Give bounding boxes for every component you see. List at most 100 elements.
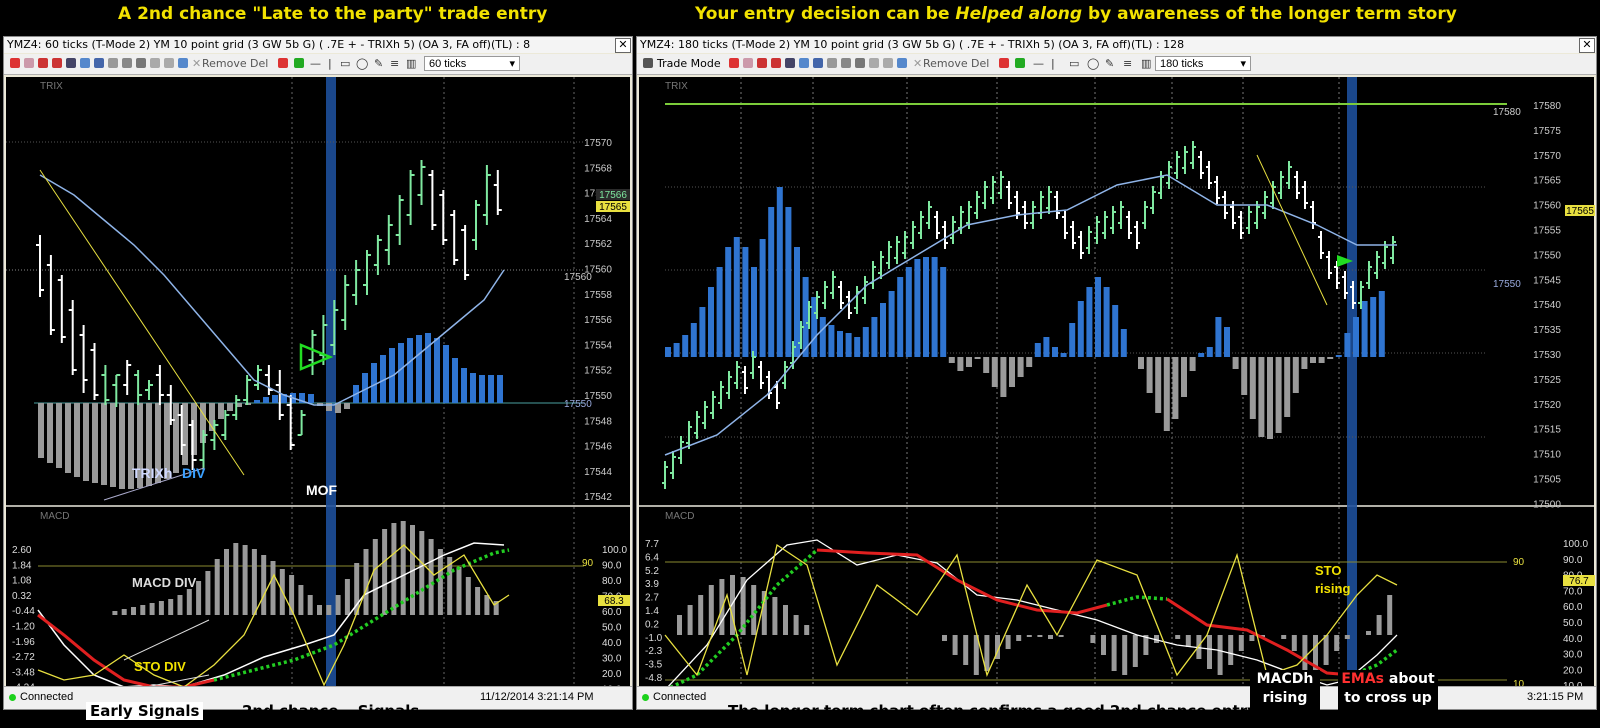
pen-tool-icon[interactable]: ✎ (374, 57, 384, 70)
pin-icon[interactable] (729, 58, 739, 68)
trixh-bar (56, 403, 62, 468)
zoom-in-icon[interactable] (757, 58, 767, 68)
close-icon[interactable]: ✕ (615, 38, 631, 53)
trixh-bar (407, 338, 413, 403)
del-button[interactable]: Del (250, 57, 269, 70)
trixh-bar (146, 403, 152, 486)
trixh-bar (699, 307, 706, 357)
connected-label: Connected (20, 691, 74, 703)
ticks-select[interactable]: 180 ticks ▾ (1155, 56, 1251, 71)
grid-icon[interactable] (841, 58, 851, 68)
left-sto-tick: 80.0 (602, 576, 622, 587)
ticks-select[interactable]: 60 ticks ▾ (424, 56, 520, 71)
macd-hist-bar (783, 605, 788, 635)
rect-tool-icon[interactable]: ▭ (1069, 57, 1080, 70)
print-icon[interactable] (855, 58, 865, 68)
list-icon[interactable] (150, 58, 160, 68)
trade-mode-button[interactable]: Trade Mode (657, 57, 721, 70)
arrow-left-icon[interactable] (278, 58, 288, 68)
text-tool-icon[interactable]: ≡ (1123, 57, 1133, 70)
remove-button[interactable]: Remove (202, 57, 247, 70)
trixh-bar (209, 403, 215, 431)
crosshair-icon[interactable] (813, 58, 823, 68)
arrow-right-icon[interactable] (1015, 58, 1025, 68)
trixh-bar (768, 207, 775, 357)
macd-hist-bar (456, 567, 462, 615)
trixh-bar (897, 277, 904, 357)
table-icon[interactable] (164, 58, 174, 68)
trixh-bar (1353, 317, 1359, 357)
macd-hist-bar (205, 571, 211, 615)
macd-hist-bar (1207, 635, 1212, 669)
bars-icon[interactable] (897, 58, 907, 68)
layout-icon[interactable] (108, 58, 118, 68)
arrow-left-icon[interactable] (999, 58, 1009, 68)
rect-tool-icon[interactable]: ▭ (340, 57, 351, 70)
arrow-right-icon[interactable] (294, 58, 304, 68)
trixh-bar (137, 403, 143, 488)
chart-type-icon[interactable]: ▥ (1141, 57, 1152, 70)
crosshair-icon[interactable] (94, 58, 104, 68)
line-tool-icon[interactable]: — (1033, 57, 1044, 70)
right-chart-window: YMZ4: 180 ticks (T-Mode 2) YM 10 point g… (636, 36, 1597, 710)
macd-hist-bar (270, 561, 276, 615)
left-price-tick: 17546 (584, 442, 612, 453)
trixh-bar (854, 337, 861, 357)
print-icon[interactable] (136, 58, 146, 68)
right-chart-canvas[interactable]: TRIX MACD 17580 17580 17575 17570 17565 17560 17… (637, 75, 1596, 687)
list-icon[interactable] (869, 58, 879, 68)
close-icon[interactable]: ✕ (1579, 38, 1595, 53)
pen-tool-icon[interactable]: ✎ (1105, 57, 1115, 70)
trixh-bar (811, 297, 818, 357)
macd-hist-bar (804, 625, 810, 635)
macd-hist-bar (289, 575, 295, 615)
trixh-bar (1206, 347, 1213, 357)
layout-icon[interactable] (827, 58, 837, 68)
chart-type-icon[interactable]: ▥ (406, 57, 417, 70)
text-tool-icon[interactable]: ≡ (390, 57, 400, 70)
trixh-bar (443, 345, 449, 403)
trixh-bar (1026, 357, 1033, 367)
right-level-label: 17580 (1493, 107, 1521, 118)
draw-icon[interactable] (24, 58, 34, 68)
trixh-bar (380, 355, 386, 403)
trixh-bar (862, 327, 869, 357)
macd-hist-bar (1090, 635, 1096, 643)
macd-hist-bar (942, 635, 947, 641)
trixh-bar (470, 373, 476, 403)
right-sto-tick: 20.0 (1563, 665, 1583, 676)
macd-hist-bar (698, 595, 704, 635)
trixh-bar (931, 257, 938, 357)
macd-signal-red (37, 613, 215, 687)
trixh-bar (1155, 357, 1162, 413)
cursor-icon[interactable] (785, 58, 795, 68)
del-button[interactable]: Del (971, 57, 990, 70)
bars-icon[interactable] (178, 58, 188, 68)
left-headline: A 2nd chance "Late to the party" trade e… (118, 4, 548, 24)
left-chart-canvas[interactable]: TRIXMACD17570175681756617564175621756017… (4, 75, 632, 687)
table-icon[interactable] (883, 58, 893, 68)
grid-icon[interactable] (122, 58, 132, 68)
right-status-bar: Connected 3:21:15 PM (637, 686, 1596, 709)
pin-icon[interactable] (10, 58, 20, 68)
ellipse-tool-icon[interactable]: ◯ (356, 57, 369, 70)
line-tool-icon[interactable]: — (310, 57, 321, 70)
zoom-in-icon[interactable] (38, 58, 48, 68)
zoom-out-icon[interactable] (771, 58, 781, 68)
macd-hist-bar (1122, 635, 1128, 675)
macd-signal-dotted (1106, 595, 1168, 607)
macd-hist-bar (186, 589, 192, 615)
left-sto-tick: 60.0 (602, 607, 622, 618)
remove-button[interactable]: Remove (923, 57, 968, 70)
macd-hist-bar (1291, 635, 1297, 651)
trendline (1256, 154, 1328, 306)
ellipse-tool-icon[interactable]: ◯ (1087, 57, 1100, 70)
vline-tool-icon[interactable]: | (1051, 57, 1055, 70)
select-icon[interactable] (80, 58, 90, 68)
draw-icon[interactable] (743, 58, 753, 68)
select-icon[interactable] (799, 58, 809, 68)
right-price-tick: 17540 (1533, 300, 1561, 311)
cursor-icon[interactable] (66, 58, 76, 68)
vline-tool-icon[interactable]: | (328, 57, 332, 70)
zoom-out-icon[interactable] (52, 58, 62, 68)
